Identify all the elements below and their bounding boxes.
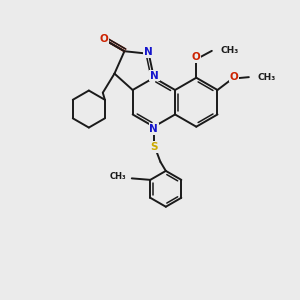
Text: N: N bbox=[144, 47, 153, 57]
Text: CH₃: CH₃ bbox=[110, 172, 126, 182]
Text: CH₃: CH₃ bbox=[220, 46, 238, 56]
Text: N: N bbox=[150, 70, 159, 81]
Text: N: N bbox=[149, 124, 158, 134]
Text: O: O bbox=[100, 34, 108, 44]
Text: CH₃: CH₃ bbox=[257, 73, 275, 82]
Text: O: O bbox=[192, 52, 201, 62]
Text: O: O bbox=[230, 71, 238, 82]
Text: S: S bbox=[150, 142, 158, 152]
